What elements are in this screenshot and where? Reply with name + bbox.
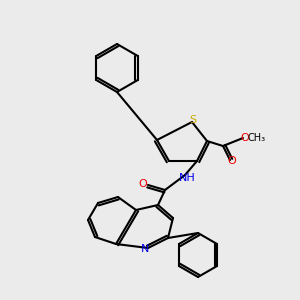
Text: CH₃: CH₃ — [248, 133, 266, 143]
Text: O: O — [139, 179, 147, 189]
Text: S: S — [189, 115, 197, 125]
Text: N: N — [141, 244, 149, 254]
Text: NH: NH — [178, 173, 195, 183]
Text: O: O — [241, 133, 249, 143]
Text: O: O — [228, 156, 236, 166]
